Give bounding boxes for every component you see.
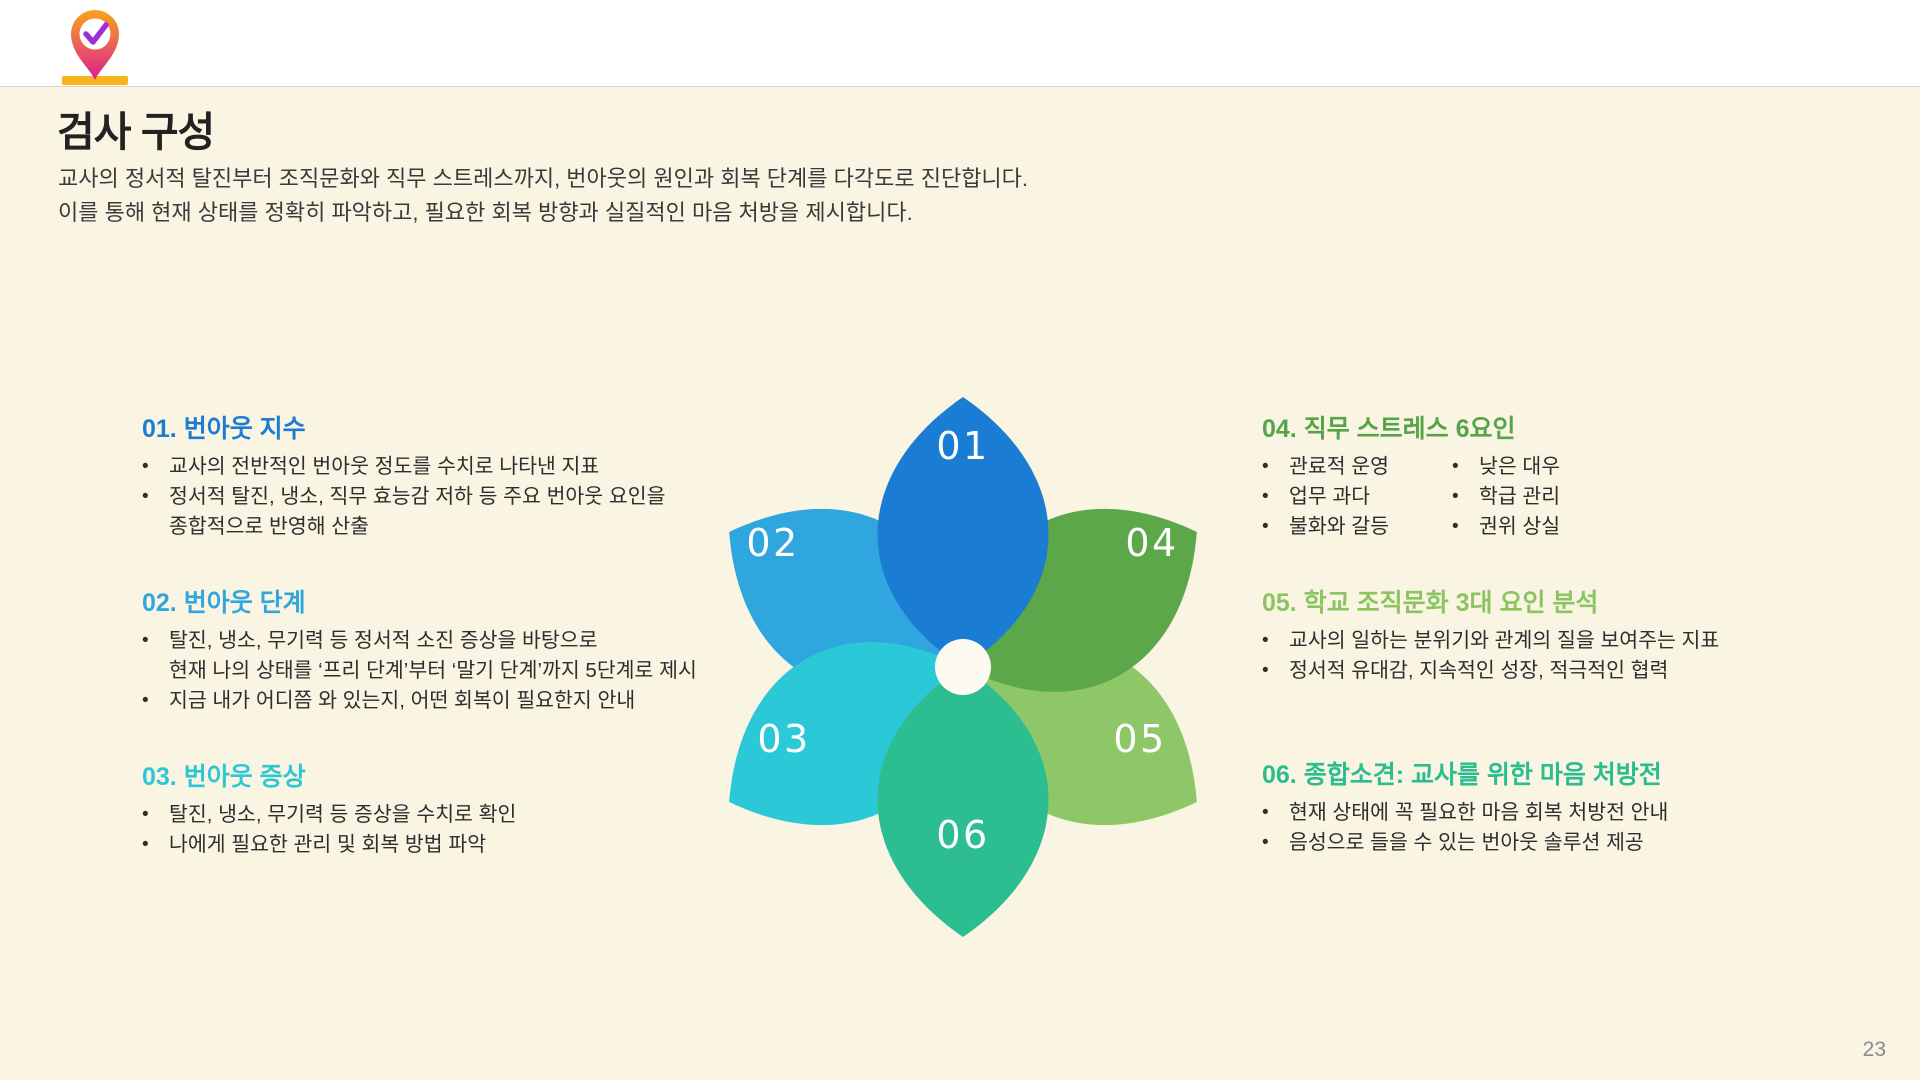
bullet-dot-icon: • <box>142 690 149 711</box>
bullet-item: • 관료적 운영 <box>1262 452 1452 482</box>
bullet-item: • 낮은 대우 <box>1452 452 1560 482</box>
petal-01-number: 01 <box>936 424 989 468</box>
bullet-item: • 나에게 필요한 관리 및 회복 방법 파악 <box>142 830 727 860</box>
section-04-bullets-right: • 낮은 대우 • 학급 관리 • 권위 상실 <box>1452 452 1560 542</box>
section-04-title: 04. 직무 스트레스 6요인 <box>1262 415 1516 443</box>
section-05-bullets: • 교사의 일하는 분위기와 관계의 질을 보여주는 지표 • 정서적 유대감, 지… <box>1262 626 1912 686</box>
section-03-title: 03. 번아웃 증상 <box>142 763 306 791</box>
petal-01 <box>877 397 1049 667</box>
page-number: 23 <box>1862 1038 1886 1061</box>
section-06-bullets: • 현재 상태에 꼭 필요한 마음 회복 처방전 안내 • 음성으로 들을 수 있는… <box>1262 798 1912 858</box>
bullet-item: • 학급 관리 <box>1452 482 1560 512</box>
bullet-dot-icon: • <box>142 804 149 825</box>
bullet-item: • 탈진, 냉소, 무기력 등 정서적 소진 증상을 바탕으로 현재 나의 상태를… <box>142 626 727 686</box>
bullet-item: • 교사의 전반적인 번아웃 정도를 수치로 나타낸 지표 <box>142 452 727 482</box>
bullet-dot-icon: • <box>1452 516 1459 537</box>
petal-03-number: 03 <box>757 717 810 761</box>
petal-04-number: 04 <box>1125 521 1178 565</box>
section-03-burnout-symptoms: 03. 번아웃 증상 • 탈진, 냉소, 무기력 등 증상을 수치로 확인 • 나에… <box>142 762 727 860</box>
section-04-job-stress-factors: 04. 직무 스트레스 6요인 • 관료적 운영 • 업무 과다 • 불화와 갈등 •… <box>1262 414 1912 542</box>
bullet-item: • 권위 상실 <box>1452 512 1560 542</box>
petal-05-number: 05 <box>1113 717 1166 761</box>
bullet-dot-icon: • <box>142 486 149 507</box>
bullet-dot-icon: • <box>1262 456 1269 477</box>
bullet-dot-icon: • <box>142 834 149 855</box>
bullet-dot-icon: • <box>1262 660 1269 681</box>
bullet-dot-icon: • <box>1262 630 1269 651</box>
intro-line-2: 이를 통해 현재 상태를 정확히 파악하고, 필요한 회복 방향과 실질적인 마… <box>58 200 913 225</box>
bullet-dot-icon: • <box>1262 832 1269 853</box>
left-column: 01. 번아웃 지수 • 교사의 전반적인 번아웃 정도를 수치로 나타낸 지표 … <box>142 414 727 906</box>
bullet-item: • 교사의 일하는 분위기와 관계의 질을 보여주는 지표 <box>1262 626 1912 656</box>
bullet-dot-icon: • <box>1262 516 1269 537</box>
bullet-item: • 음성으로 들을 수 있는 번아웃 솔루션 제공 <box>1262 828 1912 858</box>
bullet-dot-icon: • <box>1452 486 1459 507</box>
section-04-bullets-left: • 관료적 운영 • 업무 과다 • 불화와 갈등 <box>1262 452 1452 542</box>
bullet-item: • 정서적 유대감, 지속적인 성장, 적극적인 협력 <box>1262 656 1912 686</box>
bullet-item: • 업무 과다 <box>1262 482 1452 512</box>
bullet-item: • 지금 내가 어디쯤 와 있는지, 어떤 회복이 필요한지 안내 <box>142 686 727 716</box>
section-02-burnout-stage: 02. 번아웃 단계 • 탈진, 냉소, 무기력 등 정서적 소진 증상을 바탕으… <box>142 588 727 716</box>
bullet-item: • 정서적 탈진, 냉소, 직무 효능감 저하 등 주요 번아웃 요인을 종합적으… <box>142 482 727 542</box>
bullet-item: • 불화와 갈등 <box>1262 512 1452 542</box>
bullet-dot-icon: • <box>142 630 149 651</box>
header-bar <box>0 0 1920 87</box>
section-05-school-culture-analysis: 05. 학교 조직문화 3대 요인 분석 • 교사의 일하는 분위기와 관계의 질… <box>1262 588 1912 686</box>
flower-diagram: 01 02 03 04 05 06 <box>729 397 1197 937</box>
petal-02-number: 02 <box>746 521 799 565</box>
bullet-item: • 현재 상태에 꼭 필요한 마음 회복 처방전 안내 <box>1262 798 1912 828</box>
section-04-two-column-bullets: • 관료적 운영 • 업무 과다 • 불화와 갈등 • 낮은 대우 • 학급 관리 • 권위… <box>1262 452 1912 542</box>
intro-line-1: 교사의 정서적 탈진부터 조직문화와 직무 스트레스까지, 번아웃의 원인과 회… <box>58 166 1029 191</box>
section-01-burnout-index: 01. 번아웃 지수 • 교사의 전반적인 번아웃 정도를 수치로 나타낸 지표 … <box>142 414 727 542</box>
bullet-dot-icon: • <box>142 456 149 477</box>
petal-06-number: 06 <box>936 813 989 857</box>
bullet-dot-icon: • <box>1452 456 1459 477</box>
section-06-title: 06. 종합소견: 교사를 위한 마음 처방전 <box>1262 761 1662 789</box>
section-02-title: 02. 번아웃 단계 <box>142 589 306 617</box>
logo-gold-bar <box>62 76 128 85</box>
section-06-overall-opinion: 06. 종합소견: 교사를 위한 마음 처방전 • 현재 상태에 꼭 필요한 마음… <box>1262 760 1912 858</box>
flower-center-circle <box>935 639 991 695</box>
checkpoint-pin-logo-icon <box>62 10 128 85</box>
bullet-item: • 탈진, 냉소, 무기력 등 증상을 수치로 확인 <box>142 800 727 830</box>
section-03-bullets: • 탈진, 냉소, 무기력 등 증상을 수치로 확인 • 나에게 필요한 관리 및 … <box>142 800 727 860</box>
bullet-dot-icon: • <box>1262 486 1269 507</box>
intro-text: 교사의 정서적 탈진부터 조직문화와 직무 스트레스까지, 번아웃의 원인과 회… <box>58 162 1028 230</box>
right-column: 04. 직무 스트레스 6요인 • 관료적 운영 • 업무 과다 • 불화와 갈등 •… <box>1262 414 1912 904</box>
petal-06 <box>877 667 1049 937</box>
bullet-dot-icon: • <box>1262 802 1269 823</box>
section-01-bullets: • 교사의 전반적인 번아웃 정도를 수치로 나타낸 지표 • 정서적 탈진, 냉소… <box>142 452 727 542</box>
section-02-bullets: • 탈진, 냉소, 무기력 등 정서적 소진 증상을 바탕으로 현재 나의 상태를… <box>142 626 727 716</box>
page-title: 검사 구성 <box>57 109 215 155</box>
section-01-title: 01. 번아웃 지수 <box>142 415 306 443</box>
section-05-title: 05. 학교 조직문화 3대 요인 분석 <box>1262 589 1599 617</box>
logo-check-icon <box>83 22 109 45</box>
